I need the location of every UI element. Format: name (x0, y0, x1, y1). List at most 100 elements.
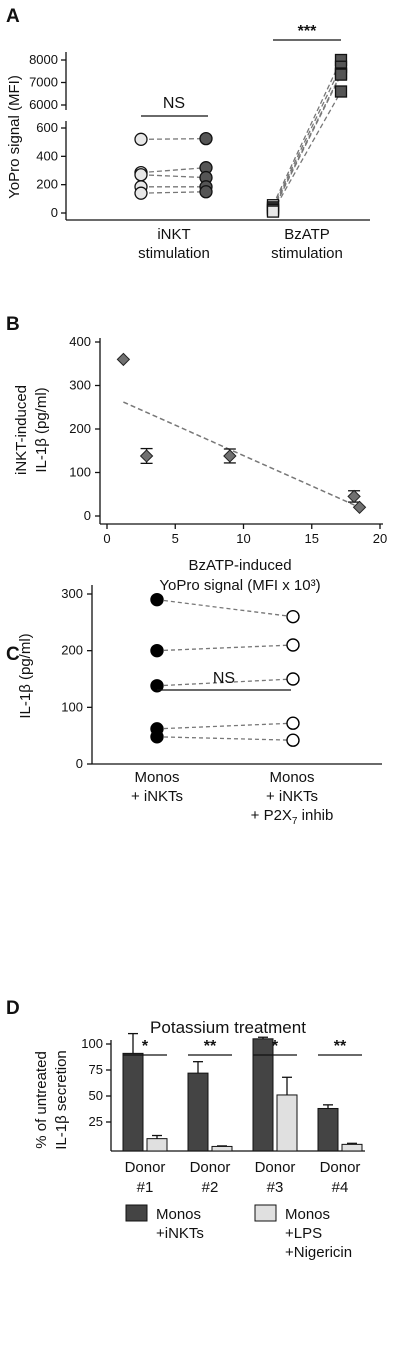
y-tick-label: 200 (36, 177, 58, 192)
x-tick-label: 5 (172, 531, 179, 546)
category-label: #2 (202, 1179, 219, 1196)
y-tick-label: 8000 (29, 52, 58, 67)
category-label: Donor (125, 1159, 166, 1176)
category-label: Monos (134, 769, 179, 786)
category-label-subscript: 7 (292, 816, 298, 827)
data-point-after (286, 672, 300, 686)
y-axis-label: IL-1β (pg/ml) (17, 633, 34, 718)
data-point-after (286, 733, 300, 747)
significance-label: ** (204, 1038, 217, 1055)
y-tick-label: 200 (61, 643, 83, 658)
y-tick-label: 300 (69, 378, 91, 393)
bar (276, 1094, 298, 1152)
data-point-after (334, 85, 348, 98)
category-label: + P2X7 inhib (251, 807, 334, 827)
paired-line (140, 191, 207, 194)
panel-c: C 0 100 200 300 IL-1β (pg/ml) NS Monos + iNKTs Mo… (6, 585, 382, 827)
category-label: Donor (255, 1159, 296, 1176)
data-point (139, 449, 154, 463)
legend-swatch (125, 1204, 148, 1222)
y-tick-label: 600 (36, 120, 58, 135)
paired-line (140, 174, 207, 179)
bar (317, 1107, 339, 1152)
data-point (116, 352, 131, 367)
chart-title: Potassium treatment (150, 1018, 306, 1037)
y-tick-label: 75 (89, 1062, 103, 1077)
x-tick-label: 15 (305, 531, 319, 546)
data-point-after (286, 609, 300, 624)
category-label: Donor (320, 1159, 361, 1176)
paired-line (272, 91, 342, 212)
panel-d: D Potassium treatment 25 50 75 100 % of untrea… (6, 998, 365, 1261)
legend-swatch (254, 1204, 277, 1222)
y-tick-label: 200 (69, 421, 91, 436)
category-label: iNKT (157, 226, 190, 243)
significance-label: NS (163, 95, 185, 112)
significance-label: NS (213, 670, 235, 687)
category-label: #1 (137, 1179, 154, 1196)
data-point-after (199, 185, 213, 199)
bar (122, 1052, 144, 1152)
paired-line (156, 644, 294, 652)
regression-line (123, 401, 360, 508)
panel-label-b: B (6, 314, 20, 335)
paired-line (140, 137, 207, 140)
panel-a: A 0 200 400 600 6000 7000 8000 YoPro signal (MFI… (6, 6, 370, 262)
data-point (223, 449, 237, 463)
data-point-before (134, 186, 148, 200)
y-tick-label: 6000 (29, 97, 58, 112)
paired-line (140, 167, 207, 174)
y-axis-label: YoPro signal (MFI) (6, 75, 23, 199)
category-label-part: + P2X (251, 807, 292, 824)
category-label: + iNKTs (266, 788, 318, 805)
x-axis-label: BzATP-induced (188, 557, 291, 574)
category-label: BzATP (284, 226, 330, 243)
data-point-before (150, 679, 164, 693)
y-tick-label: 100 (81, 1036, 103, 1051)
paired-line (272, 74, 342, 211)
y-tick-label: 7000 (29, 75, 58, 90)
legend-label: Monos (156, 1206, 201, 1223)
y-tick-label: 0 (51, 205, 58, 220)
legend-label: +LPS (285, 1225, 322, 1242)
paired-line (272, 66, 342, 208)
bar (146, 1138, 168, 1152)
y-axis-label: IL-1β (pg/ml) (33, 387, 50, 472)
y-tick-label: 400 (36, 148, 58, 163)
data-point (352, 500, 367, 515)
paired-line (272, 59, 342, 206)
paired-line (156, 678, 294, 687)
significance-label: * (142, 1038, 149, 1055)
significance-label: *** (298, 23, 317, 40)
y-tick-label: 400 (69, 334, 91, 349)
panel-label-d: D (6, 998, 20, 1019)
data-point-before (150, 730, 164, 744)
y-tick-label: 300 (61, 586, 83, 601)
bar (187, 1072, 209, 1152)
category-label: Monos (269, 769, 314, 786)
data-point-before (134, 168, 148, 182)
category-label: #4 (332, 1179, 349, 1196)
y-tick-label: 25 (89, 1114, 103, 1129)
y-tick-label: 100 (61, 699, 83, 714)
category-label-part: inhib (297, 807, 333, 824)
legend-label: Monos (285, 1206, 330, 1223)
x-tick-label: 0 (103, 531, 110, 546)
data-point-before (134, 132, 148, 146)
bar (211, 1145, 233, 1152)
y-tick-label: 100 (69, 465, 91, 480)
significance-label: ** (334, 1038, 347, 1055)
legend-label: +Nigericin (285, 1244, 352, 1261)
y-axis-label: % of untreated (33, 1051, 50, 1149)
panel-b: B 0 100 200 300 400 0 5 10 15 20 iNKT-induced IL-1β … (6, 314, 387, 594)
bar (341, 1143, 363, 1152)
data-point-after (199, 131, 213, 146)
y-axis-label: iNKT-induced (13, 385, 30, 475)
panel-label-c: C (6, 644, 20, 665)
data-point-before (150, 643, 164, 658)
data-point-after (286, 638, 300, 652)
data-point-before (150, 592, 164, 607)
data-point-before (266, 205, 280, 218)
paired-line (156, 722, 294, 730)
